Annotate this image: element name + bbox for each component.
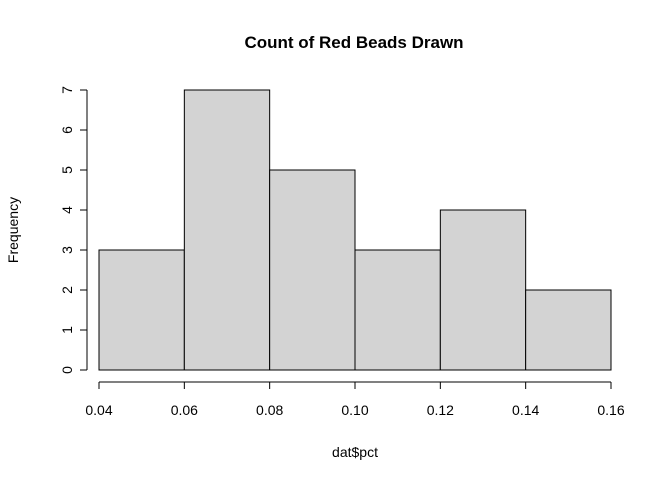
bar-0	[98, 249, 185, 371]
y-tick-label-0: 0	[59, 366, 75, 374]
x-tick-label-0: 0.04	[85, 402, 112, 418]
bar-5	[525, 289, 612, 371]
y-tick-label-1: 1	[59, 326, 75, 334]
bar-4	[439, 209, 527, 371]
bar-1	[183, 89, 271, 371]
x-tick-label-2: 0.08	[256, 402, 283, 418]
x-tick-label-3: 0.10	[341, 402, 368, 418]
y-tick-label-2: 2	[59, 286, 75, 294]
bar-3	[354, 249, 441, 371]
x-tick-label-5: 0.14	[512, 402, 539, 418]
x-tick-label-1: 0.06	[171, 402, 198, 418]
bars-group	[98, 89, 612, 371]
y-tick-label-3: 3	[59, 246, 75, 254]
bar-2	[269, 169, 356, 371]
y-tick-label-7: 7	[59, 86, 75, 94]
x-tick-label-6: 0.16	[597, 402, 624, 418]
x-axis-title: dat$pct	[332, 444, 378, 460]
y-tick-label-4: 4	[59, 206, 75, 214]
chart-title: Count of Red Beads Drawn	[244, 33, 463, 52]
x-axis: 0.04 0.06 0.08 0.10 0.12 0.14 0.16	[85, 381, 625, 418]
x-tick-label-4: 0.12	[427, 402, 454, 418]
y-tick-label-6: 6	[59, 126, 75, 134]
y-tick-label-5: 5	[59, 166, 75, 174]
y-axis: 0 1 2 3 4 5 6 7	[59, 86, 88, 374]
y-axis-title: Frequency	[5, 197, 21, 263]
